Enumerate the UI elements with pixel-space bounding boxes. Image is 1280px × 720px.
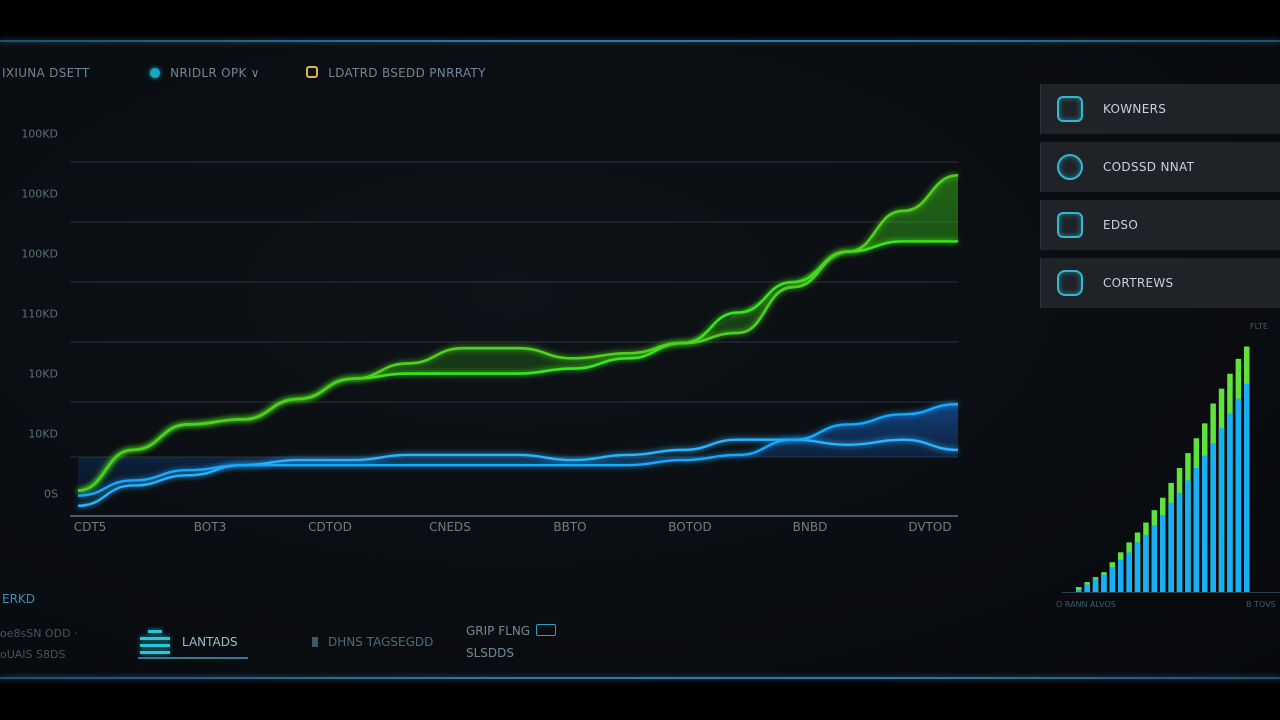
mini-bar-blue — [1202, 455, 1208, 592]
dragon-icon — [1057, 96, 1083, 122]
blue-series-area — [78, 404, 958, 496]
x-tick-label: BOTOD — [668, 520, 712, 534]
mini-chart-label-top: FLTE — [1250, 322, 1268, 331]
toggle-icon — [536, 624, 557, 636]
x-tick-label: BBTO — [553, 520, 587, 534]
tab-dashboard[interactable]: IXIUNA DSETT — [2, 66, 90, 80]
mini-bar-blue — [1218, 428, 1225, 592]
button-label: DHNS TAGSEGDD — [328, 635, 434, 649]
series-line-4 — [77, 402, 959, 497]
menu-item-label: EDSO — [1103, 218, 1139, 232]
mini-bar-blue — [1193, 468, 1200, 592]
menu-item-label: CORTREWS — [1103, 276, 1174, 290]
y-tick-label: 110KD — [21, 307, 58, 321]
slsdds-label: SLSDDS — [466, 646, 515, 660]
mini-bar-blue — [1210, 443, 1216, 592]
mini-bar-blue — [1235, 398, 1242, 592]
x-tick-label: CDT5 — [73, 520, 107, 534]
tab-label: IXIUNA DSETT — [2, 66, 90, 80]
tab-label: NRIDLR OPK ∨ — [170, 66, 260, 80]
mini-bar-blue — [1143, 534, 1149, 592]
menu-item-label: KOWNERS — [1103, 102, 1167, 116]
menu-item-edso[interactable]: EDSO — [1040, 200, 1280, 250]
x-tick-label: DVTOD — [908, 520, 952, 534]
tags-button[interactable]: DHNS TAGSEGDD — [312, 626, 433, 658]
x-tick-label: BNBD — [792, 520, 828, 534]
tab-report[interactable]: LDATRD BSEDD PNRRATY — [306, 66, 486, 80]
mini-bar-blue — [1244, 383, 1250, 592]
mini-chart-label-left: O RANN ALVOS — [1056, 600, 1116, 609]
menu-item-owners[interactable]: KOWNERS — [1040, 84, 1280, 134]
mini-bar-blue — [1176, 492, 1183, 592]
x-tick-label: CNEDS — [429, 520, 471, 534]
mini-bar-blue — [1185, 480, 1191, 592]
series-line-2 — [77, 173, 959, 492]
button-label: LANTADS — [182, 635, 238, 649]
x-tick-label: BOT3 — [193, 520, 227, 534]
frame-bottom-border — [0, 677, 1280, 679]
mini-bar-blue — [1101, 574, 1107, 592]
menu-item-network[interactable]: CODSSD NNAT — [1040, 142, 1280, 192]
globe-icon — [1057, 154, 1083, 180]
tab-dropdown[interactable]: NRIDLR OPK ∨ — [150, 66, 260, 80]
bar-icon — [312, 637, 318, 647]
stack-icon — [140, 628, 170, 656]
mini-bar-blue — [1092, 579, 1099, 592]
mini-bar-blue — [1076, 589, 1082, 592]
cyan-dot-icon — [150, 68, 160, 78]
y-tick-label: 0S — [44, 487, 58, 501]
bottom-info-line: oUAIS S8DS — [0, 648, 66, 661]
mini-chart-axis — [1062, 592, 1280, 593]
mini-bar-blue — [1126, 552, 1132, 592]
series-line-3 — [77, 438, 959, 508]
mini-bar-blue — [1168, 502, 1174, 592]
mini-chart-label-right: B TOVS — [1246, 600, 1276, 609]
grip-label[interactable]: GRIP FLNG — [466, 624, 557, 638]
y-tick-label: 100KD — [21, 127, 58, 141]
bottom-info-line: oe8sSN ODD · — [0, 627, 78, 640]
menu-item-label: CODSSD NNAT — [1103, 160, 1195, 174]
grid-icon — [1057, 212, 1083, 238]
main-line-chart: 100KD 100KD 100KD 110KD 10KD 10KD 0S — [0, 120, 980, 540]
lantads-button[interactable]: LANTADS — [140, 626, 238, 658]
menu-item-cortrews[interactable]: CORTREWS — [1040, 258, 1280, 308]
y-tick-label: 10KD — [28, 367, 58, 381]
active-button-underline — [138, 657, 248, 659]
bottom-section-title: ERKD — [2, 592, 36, 606]
y-tick-label: 10KD — [28, 427, 58, 441]
mini-bar-blue — [1118, 559, 1124, 592]
mini-bar-blue — [1134, 542, 1141, 592]
mini-bar-blue — [1151, 525, 1158, 592]
grip-text: GRIP FLNG — [466, 624, 531, 638]
yellow-square-icon — [306, 66, 318, 78]
x-tick-label: CDTOD — [308, 520, 352, 534]
tab-label: LDATRD BSEDD PNRRATY — [328, 66, 486, 80]
mini-bar-blue — [1227, 413, 1233, 592]
side-menu: KOWNERS CODSSD NNAT EDSO CORTREWS — [1040, 84, 1280, 316]
y-tick-label: 100KD — [21, 247, 58, 261]
camera-icon — [1057, 270, 1083, 296]
frame-top-border — [0, 40, 1280, 42]
mini-bar-blue — [1084, 584, 1090, 592]
y-tick-label: 100KD — [21, 187, 58, 201]
mini-bar-blue — [1160, 515, 1166, 592]
mini-bar-blue — [1109, 567, 1116, 592]
